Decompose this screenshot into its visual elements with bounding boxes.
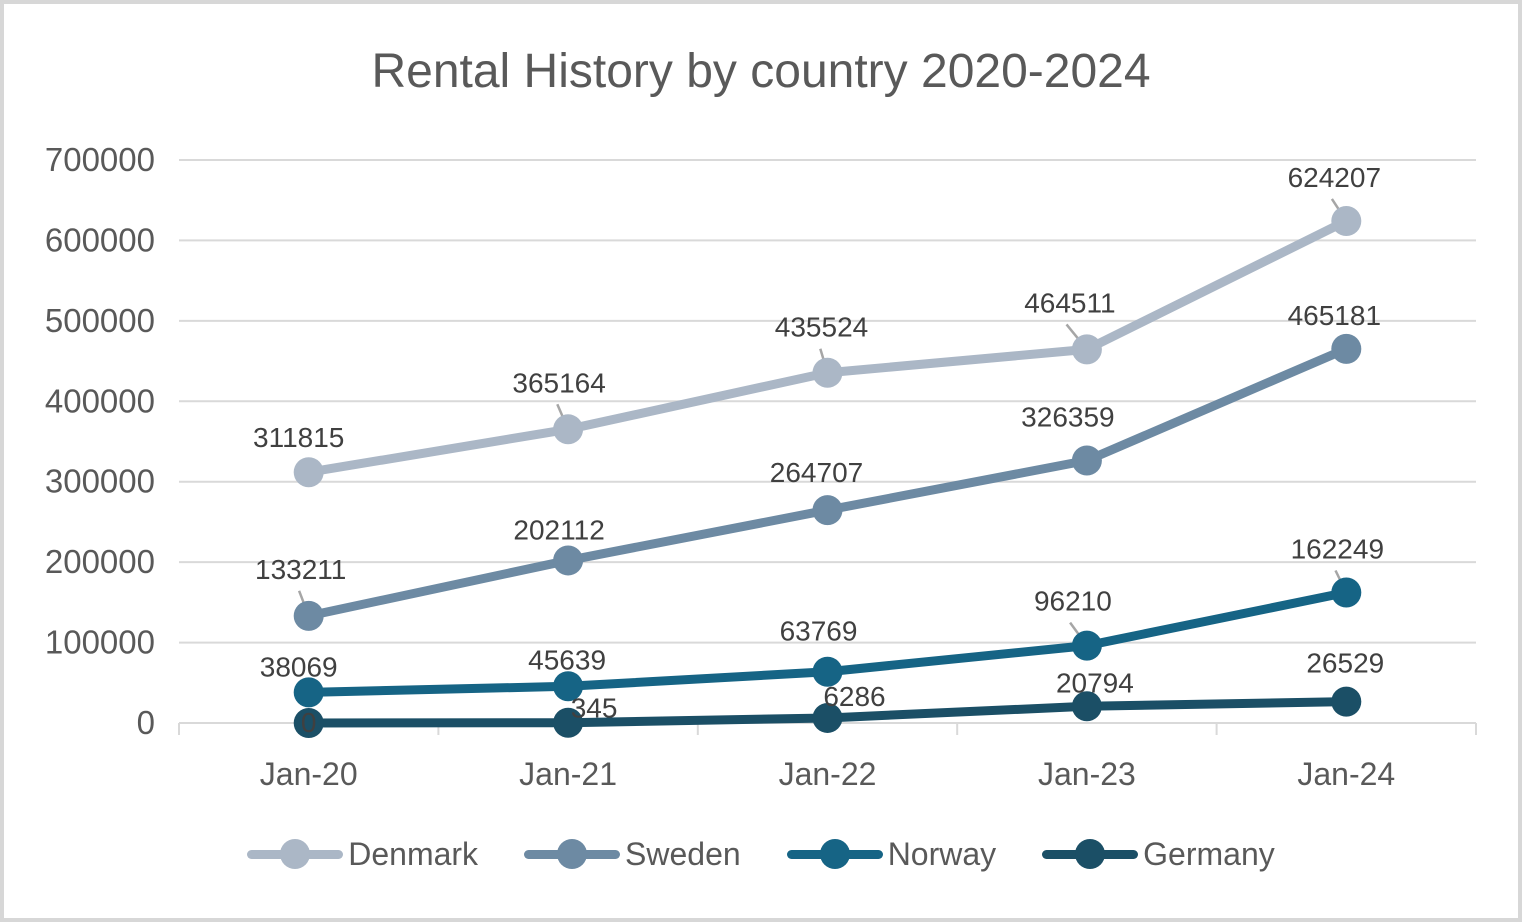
data-point-sweden-jan-20 [293,600,324,631]
y-tick-label: 0 [137,704,155,741]
data-label-norway-jan-23: 96210 [1034,586,1112,617]
data-point-germany-jan-21 [553,707,584,738]
data-label-norway-jan-21: 45639 [528,644,606,675]
data-point-germany-jan-23 [1071,691,1102,722]
data-label-germany-jan-20: 0 [301,707,317,738]
data-point-germany-jan-24 [1331,686,1362,717]
legend-marker-icon [524,838,621,870]
data-label-sweden-jan-24: 465181 [1288,300,1381,331]
x-tick-label: Jan-22 [779,756,877,792]
data-point-denmark-jan-23 [1071,334,1102,365]
data-point-norway-jan-21 [553,671,584,702]
data-label-germany-jan-23: 20794 [1056,667,1134,698]
data-label-denmark-jan-22: 435524 [775,312,868,343]
legend-item-germany: Germany [1042,838,1275,870]
data-label-sweden-jan-21: 202112 [513,514,604,545]
data-point-denmark-jan-21 [553,414,584,445]
data-label-germany-jan-21: 345 [571,693,618,724]
data-point-sweden-jan-24 [1331,333,1362,364]
data-point-norway-jan-20 [293,677,324,708]
legend-label: Sweden [625,836,741,872]
legend-label: Denmark [348,836,479,872]
series-line-denmark [304,216,1351,477]
x-tick-label: Jan-20 [260,756,358,792]
data-point-denmark-jan-24 [1331,205,1362,236]
y-tick-label: 600000 [45,221,155,258]
y-tick-label: 700000 [45,141,155,178]
data-point-norway-jan-24 [1331,577,1362,608]
data-label-norway-jan-22: 63769 [780,616,858,647]
data-point-germany-jan-20 [293,708,324,738]
y-tick-label: 300000 [45,463,155,500]
plot-area: 0 100000 200000 300000 400000 500000 600000 700… [45,141,1477,792]
legend: Denmark Sweden Norway Germany [4,838,1518,870]
data-label-denmark-jan-21: 365164 [512,367,605,398]
chart-title: Rental History by country 2020-2024 [371,45,1151,98]
legend-item-denmark: Denmark [247,838,478,870]
legend-marker-icon [1042,838,1139,870]
x-tick-label: Jan-23 [1038,756,1136,792]
x-tick-label: Jan-21 [519,756,617,792]
data-point-sweden-jan-23 [1071,445,1102,476]
data-label-germany-jan-22: 6286 [823,681,885,712]
data-label-norway-jan-20: 38069 [260,651,338,682]
data-label-denmark-jan-23: 464511 [1024,287,1115,318]
data-label-denmark-jan-20: 311815 [253,422,344,453]
y-tick-label: 100000 [45,624,155,661]
y-tick-label: 200000 [45,543,155,580]
legend-marker-icon [247,838,344,870]
data-point-norway-jan-23 [1071,630,1102,661]
data-label-sweden-jan-23: 326359 [1021,402,1114,433]
y-tick-label: 400000 [45,382,155,419]
legend-label: Germany [1143,836,1275,872]
data-label-sweden-jan-20: 133211 [255,554,346,585]
legend-label: Norway [887,836,997,872]
data-point-sweden-jan-21 [553,545,584,576]
data-label-norway-jan-24: 162249 [1291,534,1384,565]
y-tick-label: 500000 [45,302,155,339]
data-label-denmark-jan-24: 624207 [1288,162,1381,193]
data-point-germany-jan-22 [812,702,843,733]
x-tick-label: Jan-24 [1297,756,1395,792]
legend-item-norway: Norway [786,836,997,872]
legend-item-sweden: Sweden [524,838,741,870]
data-point-denmark-jan-20 [293,457,324,488]
data-label-sweden-jan-22: 264707 [770,457,863,488]
data-label-germany-jan-24: 26529 [1306,648,1384,679]
data-point-denmark-jan-22 [812,357,843,388]
data-point-norway-jan-22 [812,656,843,687]
data-point-sweden-jan-22 [812,495,843,526]
legend-marker-icon [786,838,883,870]
